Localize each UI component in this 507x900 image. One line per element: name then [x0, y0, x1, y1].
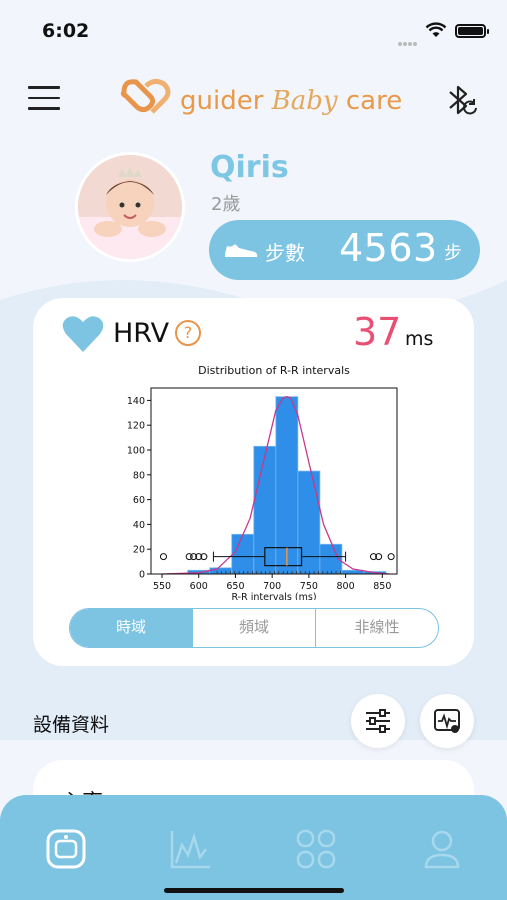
heart-icon — [62, 316, 104, 352]
device-section-title: 設備資料 — [33, 714, 110, 736]
y-tick-label: 60 — [133, 495, 145, 506]
y-tick-label: 120 — [127, 421, 145, 432]
watch-icon[interactable] — [42, 825, 90, 873]
box-outlier-2 — [190, 553, 198, 561]
hrv-title: HRV — [113, 318, 170, 349]
box-outlier-3 — [195, 553, 203, 561]
logo-mark-icon — [120, 78, 171, 114]
x-axis-label: R-R intervals (ms) — [231, 592, 316, 600]
density-curve — [161, 395, 390, 575]
profile-age: 2歲 — [211, 194, 241, 215]
x-tick-label: 800 — [337, 581, 355, 592]
tab-nonlinear[interactable]: 非線性 — [315, 609, 438, 647]
profile-name: Qiris — [210, 150, 289, 185]
box-outlier-0 — [159, 553, 167, 561]
y-tick-label: 0 — [139, 570, 145, 581]
box-outlier-5 — [370, 553, 378, 561]
app-header: guider Baby care — [0, 60, 507, 140]
logo-word-baby: Baby — [271, 86, 338, 116]
apps-icon[interactable] — [292, 825, 340, 873]
x-tick-label: 850 — [373, 581, 391, 592]
bottom-tab-bar — [0, 795, 507, 900]
avatar-photo — [78, 155, 182, 259]
rr-histogram-chart: Distribution of R-R intervals 0 20 40 60 80 10… — [127, 364, 398, 600]
bluetooth-sync-icon[interactable] — [444, 82, 480, 118]
logo-word-care: care — [345, 86, 403, 116]
battery-icon — [455, 24, 489, 38]
box-outlier-7 — [387, 553, 395, 561]
box-outlier-6 — [375, 553, 383, 561]
signal-icon — [398, 31, 420, 46]
shoe-icon — [225, 244, 258, 257]
status-bar: 6:02 — [0, 0, 507, 60]
steps-label: 步數 — [265, 241, 305, 265]
chart-icon[interactable] — [166, 825, 214, 873]
monitor-chart-icon — [434, 709, 460, 733]
wifi-icon — [425, 22, 447, 37]
tab-frequency-domain[interactable]: 頻域 — [192, 609, 315, 647]
status-time: 6:02 — [42, 20, 90, 42]
hrv-domain-tabs: 時域 頻域 非線性 — [69, 608, 439, 648]
y-tick-label: 20 — [133, 545, 145, 556]
help-icon[interactable]: ? — [175, 320, 201, 346]
x-tick-label: 550 — [153, 581, 171, 592]
profile-icon[interactable] — [418, 825, 466, 873]
box-iqr — [264, 547, 303, 567]
y-tick-label: 40 — [133, 520, 145, 531]
monitor-button[interactable] — [420, 694, 474, 748]
home-indicator — [164, 888, 344, 893]
logo-word-guider: guider — [180, 86, 264, 116]
hrv-card: HRV ? 37 ms Distribution of R-R interval… — [33, 298, 474, 666]
hrv-value: 37 — [353, 310, 402, 354]
x-tick-label: 750 — [300, 581, 318, 592]
box-outlier-4 — [200, 553, 208, 561]
x-tick-label: 700 — [263, 581, 281, 592]
hrv-unit: ms — [405, 328, 434, 350]
x-tick-label: 600 — [190, 581, 208, 592]
x-tick-label: 650 — [226, 581, 244, 592]
tab-time-domain[interactable]: 時域 — [70, 609, 192, 647]
plot-frame — [150, 387, 398, 575]
box-outlier-1 — [185, 553, 193, 561]
y-tick-label: 140 — [127, 396, 145, 407]
filter-button[interactable] — [351, 694, 405, 748]
app-logo: guider Baby care — [116, 70, 402, 126]
steps-pill[interactable]: 步數 4563 步 — [209, 220, 480, 280]
y-tick-label: 100 — [127, 446, 145, 457]
steps-value: 4563 — [339, 226, 438, 270]
logo-text: guider Baby care — [180, 86, 402, 116]
sliders-icon — [366, 709, 390, 733]
histogram-bar-1 — [209, 567, 233, 575]
chart-title: Distribution of R-R intervals — [198, 364, 350, 377]
histogram-bar-2 — [231, 533, 255, 575]
avatar[interactable] — [75, 152, 185, 262]
y-tick-label: 80 — [133, 470, 145, 481]
hamburger-icon[interactable] — [28, 86, 60, 112]
steps-unit: 步 — [444, 243, 462, 264]
